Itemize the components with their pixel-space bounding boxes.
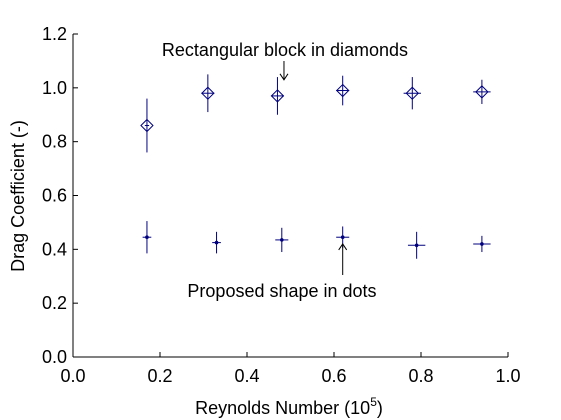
dot-marker bbox=[340, 235, 345, 240]
dot-marker bbox=[280, 238, 284, 242]
annotation-dots-label: Proposed shape in dots bbox=[187, 281, 376, 301]
dot-marker bbox=[480, 242, 484, 246]
y-tick-label: 0.8 bbox=[42, 132, 67, 152]
diamond-point bbox=[201, 74, 215, 113]
dot-point bbox=[407, 231, 426, 259]
y-tick-label: 0.4 bbox=[42, 239, 67, 259]
diamond-marker bbox=[475, 85, 489, 99]
x-axis-title: Reynolds Number (105) bbox=[195, 395, 383, 418]
dot-marker bbox=[414, 243, 419, 248]
dot-point bbox=[212, 231, 221, 254]
x-tick-label: 0.4 bbox=[234, 366, 259, 386]
x-tick-label: 0.2 bbox=[147, 366, 172, 386]
annotation-diamonds-arrowhead bbox=[279, 73, 289, 81]
dot-point bbox=[142, 221, 152, 254]
dot-marker bbox=[214, 240, 219, 245]
diamond-marker bbox=[405, 86, 420, 100]
x-axis-title-main: Reynolds Number (10 bbox=[195, 398, 370, 418]
dot-point bbox=[275, 227, 289, 253]
diamond-point bbox=[270, 77, 285, 115]
y-tick-label: 0.6 bbox=[42, 186, 67, 206]
dot-marker bbox=[145, 235, 149, 240]
diamond-marker bbox=[335, 83, 350, 98]
x-axis-title-suffix: ) bbox=[377, 398, 383, 418]
x-axis-title-superscript: 5 bbox=[370, 395, 377, 409]
annotations: Rectangular block in diamonds Proposed sh… bbox=[162, 40, 408, 301]
data-marks bbox=[140, 74, 491, 259]
axes: 0.0 0.2 0.4 0.6 0.8 1.0 0.0 0.2 0.4 0.6 0.8 1.0 1.2 bbox=[42, 24, 521, 386]
x-tick-label: 0.8 bbox=[408, 366, 433, 386]
diamond-point bbox=[403, 77, 421, 110]
diamond-point bbox=[473, 79, 491, 104]
diamond-marker bbox=[201, 86, 215, 100]
dot-point bbox=[473, 235, 491, 253]
diamond-marker bbox=[270, 89, 285, 103]
diamond-marker bbox=[140, 118, 154, 133]
annotation-diamonds-label: Rectangular block in diamonds bbox=[162, 40, 408, 60]
annotation-dots-arrowhead bbox=[338, 243, 348, 251]
diamond-point bbox=[140, 98, 154, 153]
x-tick-label: 0.6 bbox=[321, 366, 346, 386]
x-tick-label: 1.0 bbox=[495, 366, 520, 386]
y-tick-label: 0.0 bbox=[42, 347, 67, 367]
y-tick-label: 0.2 bbox=[42, 293, 67, 313]
y-axis-title: Drag Coefficient (-) bbox=[8, 120, 28, 272]
x-tick-label: 0.0 bbox=[60, 366, 85, 386]
diamond-point bbox=[335, 75, 350, 106]
y-tick-label: 1.2 bbox=[42, 24, 67, 44]
y-tick-label: 1.0 bbox=[42, 78, 67, 98]
